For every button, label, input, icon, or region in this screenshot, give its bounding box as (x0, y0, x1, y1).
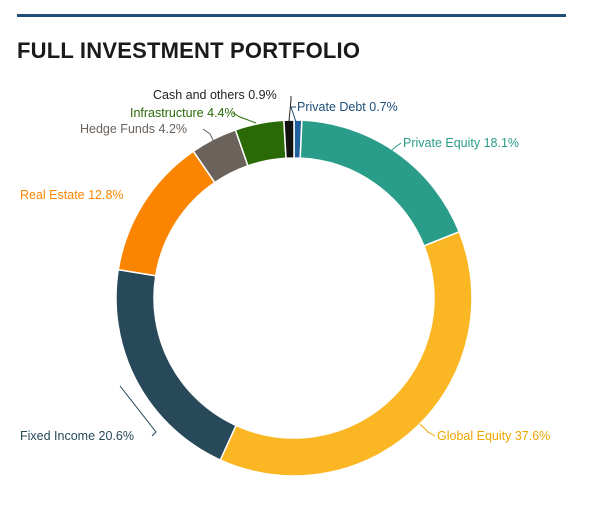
label-private-equity: Private Equity 18.1% (403, 136, 519, 150)
label-global-equity: Global Equity 37.6% (437, 429, 550, 443)
leader-cash-and-others (288, 96, 292, 122)
slice-fixed-income (115, 268, 238, 462)
label-private-debt: Private Debt 0.7% (297, 100, 398, 114)
label-cash-and-others: Cash and others 0.9% (153, 88, 277, 102)
leader-infrastructure (232, 112, 257, 124)
leader-global-equity (419, 423, 436, 437)
chart-title: FULL INVESTMENT PORTFOLIO (17, 38, 361, 63)
slice-cash-and-others (283, 119, 295, 160)
leader-hedge-funds (202, 128, 215, 143)
donut-slices (115, 119, 473, 477)
leader-private-debt (290, 106, 297, 123)
label-hedge-funds: Hedge Funds 4.2% (80, 122, 187, 136)
label-real-estate: Real Estate 12.8% (20, 188, 124, 202)
leader-private-equity (384, 142, 402, 159)
leader-fixed-income (119, 385, 157, 437)
label-infrastructure: Infrastructure 4.4% (130, 106, 236, 120)
label-fixed-income: Fixed Income 20.6% (20, 429, 134, 443)
label-leaders (119, 96, 436, 437)
top-rule (17, 14, 566, 17)
slice-real-estate (117, 150, 216, 277)
slice-global-equity (219, 230, 473, 477)
data-labels: Private Debt 0.7% Private Equity 18.1% Glo… (20, 88, 550, 443)
